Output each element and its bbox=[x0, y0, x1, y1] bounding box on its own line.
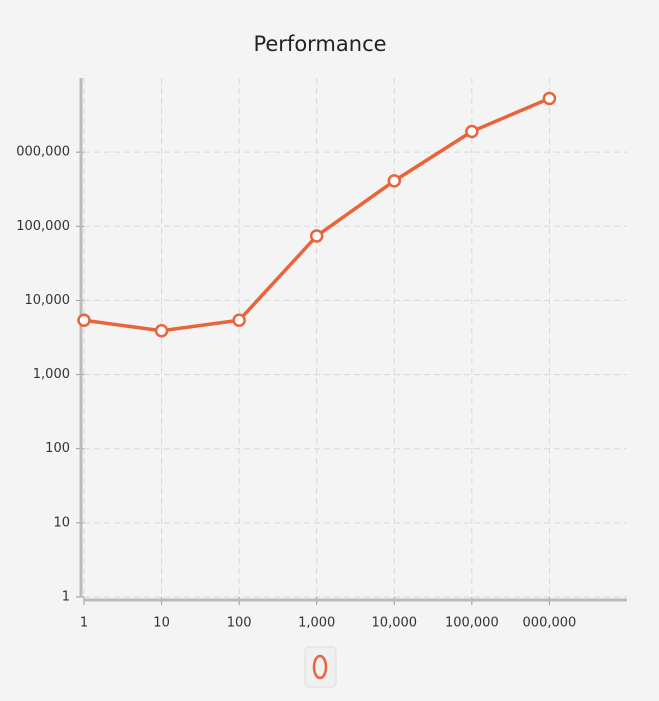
y-tick-label: 10,000 bbox=[25, 293, 71, 308]
legend-symbol bbox=[312, 654, 328, 680]
data-point bbox=[465, 124, 479, 139]
y-tick-label: 100 bbox=[45, 441, 70, 456]
y-tick-label: 100,000 bbox=[16, 219, 70, 234]
legend-box bbox=[304, 646, 337, 688]
data-point bbox=[387, 174, 402, 188]
data-point bbox=[77, 313, 91, 328]
data-point bbox=[232, 313, 246, 328]
x-tick-label: 100,000 bbox=[445, 616, 499, 631]
y-tick-label: 10 bbox=[53, 515, 70, 530]
chart-title: Performance bbox=[253, 32, 386, 56]
x-tick-label: 1 bbox=[80, 616, 88, 631]
x-tick-label: 100 bbox=[227, 616, 252, 631]
data-point bbox=[542, 91, 557, 106]
x-tick-label: 000,000 bbox=[523, 616, 577, 631]
x-tick-label: 10 bbox=[153, 616, 170, 631]
y-tick-label: 1,000 bbox=[33, 367, 70, 382]
y-tick-label: 1 bbox=[62, 590, 70, 605]
y-tick-label: 000,000 bbox=[16, 145, 70, 160]
x-tick-label: 10,000 bbox=[372, 616, 418, 631]
x-tick-label: 1,000 bbox=[298, 616, 335, 631]
data-point bbox=[154, 323, 169, 338]
data-point bbox=[309, 229, 324, 243]
